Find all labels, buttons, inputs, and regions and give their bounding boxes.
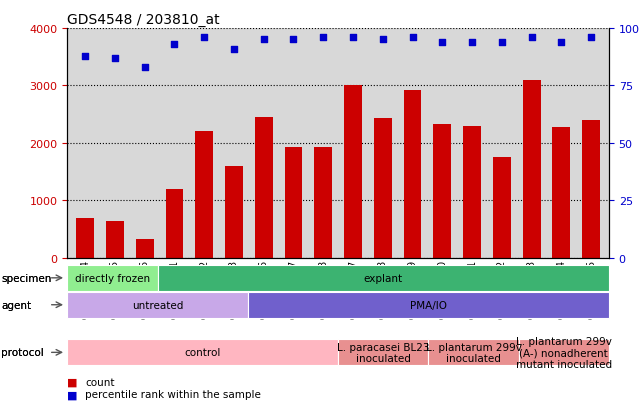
Y-axis label: %: % bbox=[640, 143, 641, 154]
Text: specimen: specimen bbox=[1, 273, 52, 283]
Point bbox=[318, 35, 328, 41]
Point bbox=[437, 39, 447, 46]
Bar bbox=[106, 221, 124, 258]
Text: agent: agent bbox=[1, 300, 31, 310]
Point bbox=[497, 39, 507, 46]
Text: explant: explant bbox=[363, 273, 403, 283]
Bar bbox=[433, 125, 451, 258]
Text: PMA/IO: PMA/IO bbox=[410, 300, 447, 310]
Bar bbox=[165, 189, 183, 258]
Bar bbox=[553, 128, 570, 258]
Point bbox=[467, 39, 477, 46]
Point bbox=[408, 35, 418, 41]
Point bbox=[258, 37, 269, 44]
Text: count: count bbox=[85, 377, 115, 387]
Bar bbox=[374, 118, 392, 258]
Text: protocol: protocol bbox=[1, 347, 44, 358]
Text: agent: agent bbox=[1, 300, 31, 310]
Bar bbox=[522, 81, 540, 258]
Bar bbox=[76, 218, 94, 258]
Bar bbox=[285, 148, 303, 258]
Bar bbox=[404, 91, 421, 258]
Text: directly frozen: directly frozen bbox=[75, 273, 150, 283]
Bar bbox=[493, 158, 511, 258]
Text: protocol: protocol bbox=[1, 347, 44, 358]
Point bbox=[556, 39, 567, 46]
Point bbox=[378, 37, 388, 44]
Bar bbox=[314, 148, 332, 258]
Text: ■: ■ bbox=[67, 377, 78, 387]
Text: L. paracasei BL23
inoculated: L. paracasei BL23 inoculated bbox=[337, 342, 429, 363]
Bar bbox=[463, 126, 481, 258]
Point bbox=[229, 46, 239, 53]
Bar bbox=[582, 121, 600, 258]
Text: GDS4548 / 203810_at: GDS4548 / 203810_at bbox=[67, 12, 220, 26]
Text: L. plantarum 299v
inoculated: L. plantarum 299v inoculated bbox=[426, 342, 522, 363]
Point bbox=[348, 35, 358, 41]
Bar bbox=[344, 86, 362, 258]
Point bbox=[169, 42, 179, 48]
Point bbox=[288, 37, 299, 44]
Point bbox=[80, 53, 90, 60]
Bar bbox=[254, 118, 272, 258]
Point bbox=[140, 64, 150, 71]
Text: control: control bbox=[185, 347, 221, 358]
Text: untreated: untreated bbox=[132, 300, 183, 310]
Text: ■: ■ bbox=[67, 389, 78, 399]
Text: specimen: specimen bbox=[1, 273, 52, 283]
Bar bbox=[225, 166, 243, 258]
Point bbox=[526, 35, 537, 41]
Point bbox=[110, 55, 120, 62]
Text: L. plantarum 299v
(A-) nonadherent
mutant inoculated: L. plantarum 299v (A-) nonadherent mutan… bbox=[516, 336, 612, 369]
Point bbox=[586, 35, 596, 41]
Bar bbox=[196, 132, 213, 258]
Point bbox=[199, 35, 210, 41]
Text: percentile rank within the sample: percentile rank within the sample bbox=[85, 389, 261, 399]
Bar bbox=[136, 240, 154, 258]
